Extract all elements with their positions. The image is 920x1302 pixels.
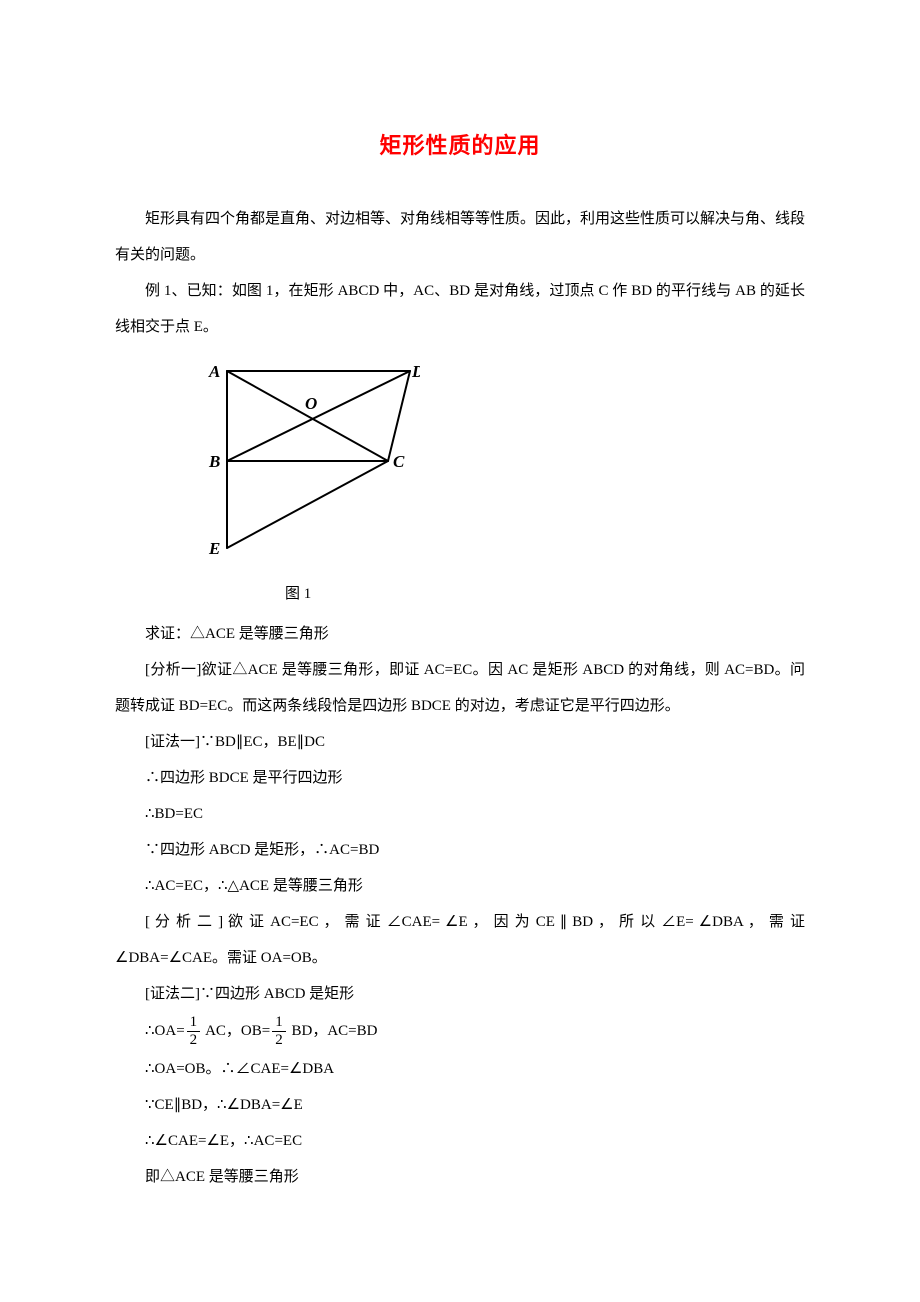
- fraction-2: 12: [272, 1014, 286, 1048]
- proof2-line6: 即△ACE 是等腰三角形: [145, 1159, 805, 1195]
- fraction-2-den: 2: [272, 1032, 286, 1049]
- prove-statement: 求证：△ACE 是等腰三角形: [145, 616, 805, 652]
- fraction-1: 12: [187, 1014, 201, 1048]
- fraction-2-num: 1: [272, 1014, 286, 1032]
- analysis-2a: [ 分 析 二 ] 欲 证 AC=EC ， 需 证 ∠CAE= ∠E ， 因 为…: [115, 904, 805, 940]
- proof2-line3: ∴OA=OB。∴∠CAE=∠DBA: [145, 1051, 805, 1087]
- analysis-1: [分析一]欲证△ACE 是等腰三角形，即证 AC=EC。因 AC 是矩形 ABC…: [115, 652, 805, 724]
- proof1-line4: ∵四边形 ABCD 是矩形，∴AC=BD: [145, 832, 805, 868]
- svg-text:D: D: [411, 362, 420, 381]
- proof2-l2-a: ∴OA=: [145, 1023, 185, 1039]
- fraction-1-den: 2: [187, 1032, 201, 1049]
- proof2-l2-c: BD，AC=BD: [288, 1023, 378, 1039]
- example1-statement: 例 1、已知：如图 1，在矩形 ABCD 中，AC、BD 是对角线，过顶点 C …: [115, 273, 805, 345]
- svg-text:A: A: [208, 362, 220, 381]
- page-title: 矩形性质的应用: [115, 120, 805, 173]
- figure-1-svg: A D B C E O: [195, 353, 420, 558]
- svg-text:E: E: [208, 539, 220, 558]
- proof1-line1: [证法一]∵BD∥EC，BE∥DC: [145, 724, 805, 760]
- proof2-line5: ∴∠CAE=∠E，∴AC=EC: [145, 1123, 805, 1159]
- proof1-line5: ∴AC=EC，∴△ACE 是等腰三角形: [145, 868, 805, 904]
- svg-text:O: O: [305, 394, 317, 413]
- proof2-line4: ∵CE∥BD，∴∠DBA=∠E: [145, 1087, 805, 1123]
- svg-text:B: B: [208, 452, 220, 471]
- proof2-line1: [证法二]∵四边形 ABCD 是矩形: [145, 976, 805, 1012]
- svg-text:C: C: [393, 452, 405, 471]
- analysis-2b: ∠DBA=∠CAE。需证 OA=OB。: [115, 940, 805, 976]
- proof1-line2: ∴四边形 BDCE 是平行四边形: [145, 760, 805, 796]
- proof2-line2: ∴OA=12 AC，OB=12 BD，AC=BD: [145, 1012, 805, 1051]
- proof2-l2-b: AC，OB=: [202, 1023, 270, 1039]
- figure-1: A D B C E O: [195, 353, 805, 572]
- intro-paragraph: 矩形具有四个角都是直角、对边相等、对角线相等等性质。因此，利用这些性质可以解决与…: [115, 201, 805, 273]
- figure-1-caption: 图 1: [285, 576, 805, 612]
- fraction-1-num: 1: [187, 1014, 201, 1032]
- proof1-line3: ∴BD=EC: [145, 796, 805, 832]
